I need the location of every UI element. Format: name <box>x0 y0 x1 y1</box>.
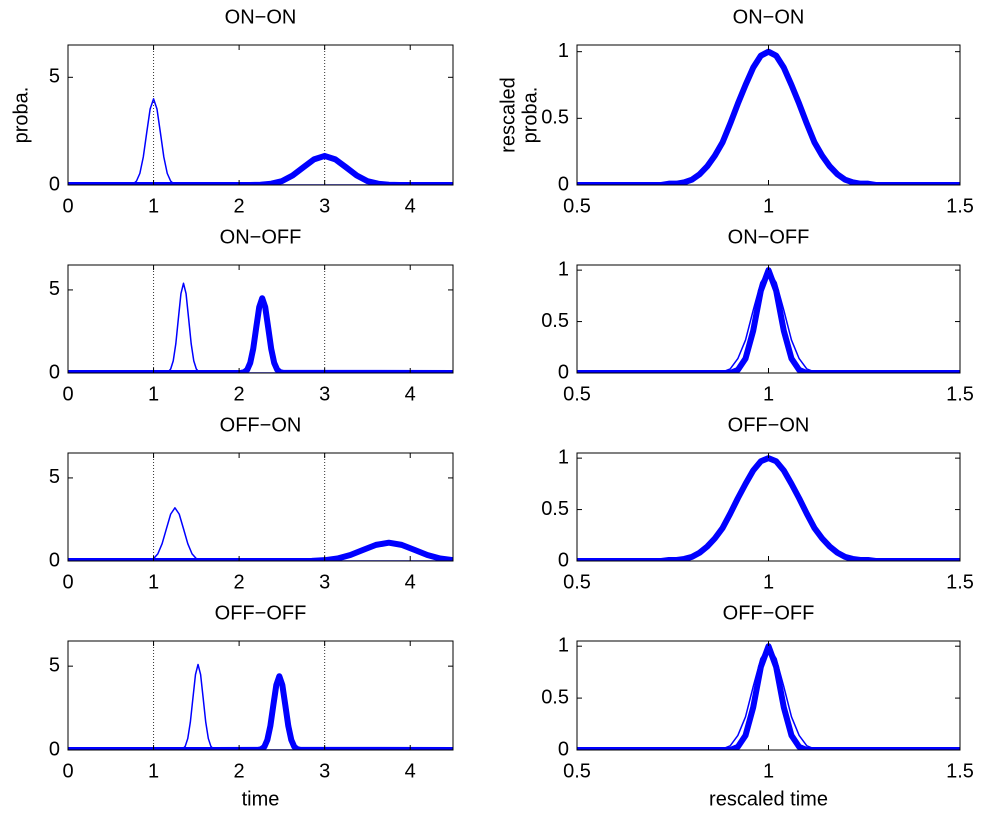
chart-title: ON−OFF <box>220 226 302 248</box>
data-line <box>68 539 453 561</box>
axes-frame <box>67 452 454 562</box>
x-axis-label: time <box>242 788 280 810</box>
chart-title: ON−ON <box>733 6 805 28</box>
chart-title: OFF−OFF <box>723 602 815 624</box>
y-axis-label: proba. <box>519 87 541 144</box>
plot-area <box>577 265 960 373</box>
plot-area <box>577 453 960 561</box>
x-tick-label: 2 <box>234 195 245 217</box>
chart-title: OFF−ON <box>220 414 302 436</box>
chart-title: ON−ON <box>225 6 297 28</box>
y-tick-label: 0 <box>558 173 569 195</box>
x-tick-label: 1 <box>763 195 774 217</box>
data-line <box>577 48 960 185</box>
x-tick-label: 4 <box>405 571 416 593</box>
chart-title: OFF−ON <box>728 414 810 436</box>
x-tick-label: 1 <box>763 571 774 593</box>
chart-title: OFF−OFF <box>215 602 307 624</box>
data-line <box>577 643 960 750</box>
x-tick-label: 1 <box>763 760 774 782</box>
y-tick-label: 0.5 <box>541 686 569 708</box>
x-tick-label: 1 <box>148 195 159 217</box>
x-tick-label: 3 <box>319 383 330 405</box>
plot-area <box>68 45 453 185</box>
y-tick-label: 0.5 <box>541 310 569 332</box>
x-tick-label: 1 <box>148 760 159 782</box>
y-tick-label: 0 <box>558 549 569 571</box>
x-tick-label: 1.5 <box>946 195 974 217</box>
x-tick-label: 0.5 <box>563 760 591 782</box>
x-tick-label: 4 <box>405 195 416 217</box>
y-tick-label: 5 <box>49 466 60 488</box>
x-axis-label: rescaled time <box>709 788 828 810</box>
y-tick-label: 1 <box>558 40 569 62</box>
x-tick-label: 0 <box>62 571 73 593</box>
y-tick-label: 0 <box>558 738 569 760</box>
x-tick-label: 4 <box>405 383 416 405</box>
x-tick-label: 1 <box>148 571 159 593</box>
y-tick-label: 0 <box>49 738 60 760</box>
y-axis-label: proba. <box>10 87 32 144</box>
axes-frame <box>67 44 454 186</box>
x-tick-label: 3 <box>319 571 330 593</box>
data-line <box>577 455 960 561</box>
chart-title: ON−OFF <box>728 226 810 248</box>
y-tick-label: 1 <box>558 634 569 656</box>
x-tick-label: 2 <box>234 571 245 593</box>
y-tick-label: 5 <box>49 66 60 88</box>
y-tick-label: 0 <box>49 173 60 195</box>
x-tick-label: 0.5 <box>563 571 591 593</box>
x-tick-label: 1 <box>763 383 774 405</box>
y-tick-label: 0.5 <box>541 107 569 129</box>
y-axis-label: rescaled <box>497 77 519 153</box>
y-tick-label: 5 <box>49 654 60 676</box>
y-tick-label: 0.5 <box>541 498 569 520</box>
x-tick-label: 1 <box>148 383 159 405</box>
x-tick-label: 1.5 <box>946 571 974 593</box>
y-tick-label: 0 <box>558 361 569 383</box>
plot-area <box>577 45 960 185</box>
x-tick-label: 1.5 <box>946 383 974 405</box>
data-line <box>68 152 453 185</box>
data-line <box>577 267 960 373</box>
x-tick-label: 3 <box>319 760 330 782</box>
x-tick-label: 0 <box>62 195 73 217</box>
axes-frame <box>67 640 454 751</box>
x-tick-label: 2 <box>234 760 245 782</box>
axes-frame <box>67 264 454 374</box>
plot-area <box>68 641 453 750</box>
x-tick-label: 0.5 <box>563 383 591 405</box>
plot-area <box>577 641 960 750</box>
x-tick-label: 2 <box>234 383 245 405</box>
x-tick-label: 1.5 <box>946 760 974 782</box>
x-tick-label: 0 <box>62 760 73 782</box>
y-tick-label: 5 <box>49 278 60 300</box>
x-tick-label: 0 <box>62 383 73 405</box>
y-tick-label: 0 <box>49 361 60 383</box>
x-tick-label: 3 <box>319 195 330 217</box>
y-tick-label: 0 <box>49 549 60 571</box>
x-tick-label: 0.5 <box>563 195 591 217</box>
x-tick-label: 4 <box>405 760 416 782</box>
y-tick-label: 1 <box>558 446 569 468</box>
y-tick-label: 1 <box>558 258 569 280</box>
